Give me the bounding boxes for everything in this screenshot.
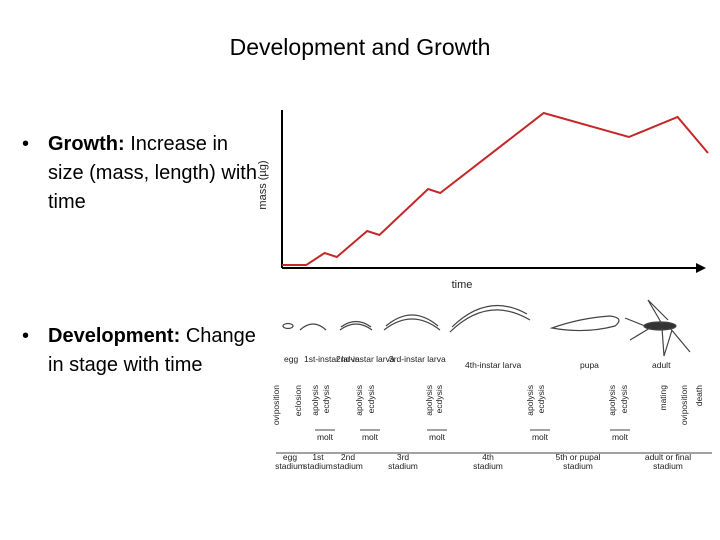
stage-label-egg: egg	[284, 354, 298, 364]
event-label-8: apolysis	[525, 385, 535, 416]
event-label-11: ecdysis	[619, 385, 629, 413]
molt-label-3: molt	[532, 432, 549, 442]
stadium-label-3: 3rd stadium	[388, 452, 418, 471]
stage-label-adult: adult	[652, 360, 671, 370]
event-label-12: mating	[658, 385, 668, 411]
series-line-0	[282, 111, 709, 266]
third-instar-illustration	[383, 314, 441, 331]
bullet-text-development: Change in stage with time	[48, 325, 256, 376]
slide-title: Development and Growth	[229, 34, 491, 60]
stage-labels: egg 1st-instar larva 2nd-instar larva 3r…	[284, 354, 671, 370]
bullet-development: • Development: Change in stage with time	[22, 322, 262, 380]
stadium-label-0: egg stadium	[275, 452, 305, 471]
bullet-text-growth: Increase in size (mass, length) with tim…	[48, 133, 257, 213]
molt-label-0: molt	[317, 432, 334, 442]
chart-series	[282, 111, 709, 266]
stadium-label-4: 4th stadium	[473, 452, 503, 471]
event-label-9: ecdysis	[536, 385, 546, 413]
event-label-14: death	[694, 385, 704, 407]
molt-label-4: molt	[612, 432, 629, 442]
chart-axes	[281, 110, 706, 273]
event-label-10: apolysis	[607, 385, 617, 416]
fourth-instar-illustration	[449, 304, 531, 333]
event-label-1: eclosion	[293, 385, 303, 416]
second-instar-illustration	[339, 320, 373, 331]
stadium-label-5: 5th or pupal stadium	[556, 452, 601, 471]
stage-label-fourth-instar: 4th-instar larva	[465, 360, 521, 370]
pupa-illustration	[549, 315, 620, 332]
stage-label-pupa: pupa	[580, 360, 599, 370]
stage-label-second-instar: 2nd-instar larva	[336, 354, 395, 364]
x-axis-arrow-icon	[696, 263, 706, 273]
adult-illustration	[624, 299, 691, 357]
development-timeline: egg 1st-instar larva 2nd-instar larva 3r…	[271, 299, 712, 471]
event-label-3: ecdysis	[321, 385, 331, 413]
event-label-13: oviposition	[679, 385, 689, 425]
larva-illustrations	[282, 299, 691, 357]
event-label-4: apolysis	[354, 385, 364, 416]
stadium-label-6: adult or final stadium	[645, 452, 691, 471]
stadium-label-1: 1st stadium	[303, 452, 333, 471]
bullet-growth: • Growth: Increase in size (mass, length…	[22, 130, 262, 217]
stage-label-third-instar: 3rd-instar larva	[389, 354, 446, 364]
bullet-dot: •	[22, 133, 30, 155]
stadium-label-2: 2nd stadium	[333, 452, 363, 471]
bullet-term-growth: Growth:	[48, 133, 125, 155]
bullet-dot: •	[22, 325, 30, 347]
event-labels: oviposition eclosion apolysis ecdysis apolys…	[271, 385, 704, 425]
egg-illustration	[282, 322, 294, 330]
event-label-7: ecdysis	[434, 385, 444, 413]
event-label-0: oviposition	[271, 385, 281, 425]
bullet-term-development: Development:	[48, 325, 181, 347]
molt-label-1: molt	[362, 432, 379, 442]
stage-label-first-instar: 1st-instar larva	[304, 354, 360, 364]
event-label-5: ecdysis	[366, 385, 376, 413]
event-label-6: apolysis	[424, 385, 434, 416]
molt-labels: molt molt molt molt molt	[315, 429, 630, 442]
x-axis-label: time	[452, 279, 473, 291]
event-label-2: apolysis	[310, 385, 320, 416]
first-instar-illustration	[299, 323, 327, 331]
y-axis-label: mass (µg)	[257, 160, 269, 209]
molt-label-2: molt	[429, 432, 446, 442]
